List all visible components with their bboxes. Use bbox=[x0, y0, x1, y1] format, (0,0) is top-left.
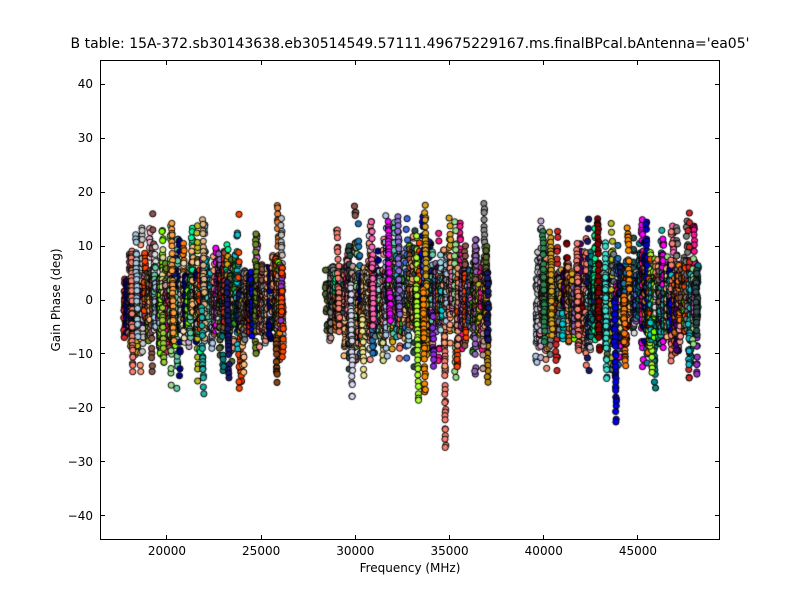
x-tick-label: 25000 bbox=[242, 544, 281, 558]
y-tick bbox=[715, 83, 719, 85]
x-tick-label: 35000 bbox=[430, 544, 469, 558]
x-tick bbox=[166, 535, 168, 539]
y-tick bbox=[715, 137, 719, 139]
y-tick-label: 10 bbox=[77, 239, 93, 254]
y-tick-label: 0 bbox=[85, 293, 93, 307]
plot-title: B table: 15A-372.sb30143638.eb30514549.5… bbox=[71, 36, 750, 53]
x-tick bbox=[354, 535, 356, 539]
x-tick-label: 30000 bbox=[336, 544, 375, 558]
x-tick-label: 45000 bbox=[618, 544, 658, 558]
x-tick-label: 20000 bbox=[147, 544, 187, 558]
title-text: B table: 15A-372.sb30143638.eb30514549.5… bbox=[70, 36, 637, 52]
y-tick bbox=[715, 299, 719, 301]
x-tick bbox=[449, 61, 451, 65]
y-tick bbox=[101, 353, 105, 355]
x-tick bbox=[637, 61, 639, 65]
y-tick bbox=[101, 461, 105, 463]
antenna-annotation: Antenna='ea05' bbox=[636, 36, 750, 52]
x-tick bbox=[354, 61, 356, 65]
x-axis-label: Frequency (MHz) bbox=[359, 561, 461, 575]
y-tick-label: 30 bbox=[77, 131, 93, 146]
y-tick-label: −40 bbox=[67, 508, 93, 523]
y-tick-label: −30 bbox=[67, 454, 93, 469]
axes-frame bbox=[100, 60, 720, 540]
x-tick bbox=[449, 535, 451, 539]
y-tick bbox=[101, 245, 105, 247]
y-tick-label: −10 bbox=[67, 346, 93, 361]
y-tick bbox=[715, 461, 719, 463]
y-tick-label: 20 bbox=[77, 185, 93, 200]
x-tick bbox=[166, 61, 168, 65]
y-tick-label: 40 bbox=[77, 77, 93, 92]
y-tick bbox=[715, 353, 719, 355]
x-tick bbox=[637, 535, 639, 539]
y-tick bbox=[715, 407, 719, 409]
y-tick bbox=[101, 299, 105, 301]
y-tick bbox=[715, 245, 719, 247]
x-tick bbox=[543, 61, 545, 65]
y-tick bbox=[101, 515, 105, 517]
y-tick bbox=[715, 515, 719, 517]
y-tick bbox=[101, 407, 105, 409]
y-tick bbox=[101, 191, 105, 193]
y-tick bbox=[715, 191, 719, 193]
y-tick-label: −20 bbox=[67, 400, 93, 415]
scatter-canvas bbox=[101, 61, 719, 539]
x-tick bbox=[543, 535, 545, 539]
x-tick bbox=[260, 535, 262, 539]
y-tick bbox=[101, 137, 105, 139]
y-tick bbox=[101, 83, 105, 85]
x-tick-label: 40000 bbox=[524, 544, 563, 558]
x-tick bbox=[260, 61, 262, 65]
